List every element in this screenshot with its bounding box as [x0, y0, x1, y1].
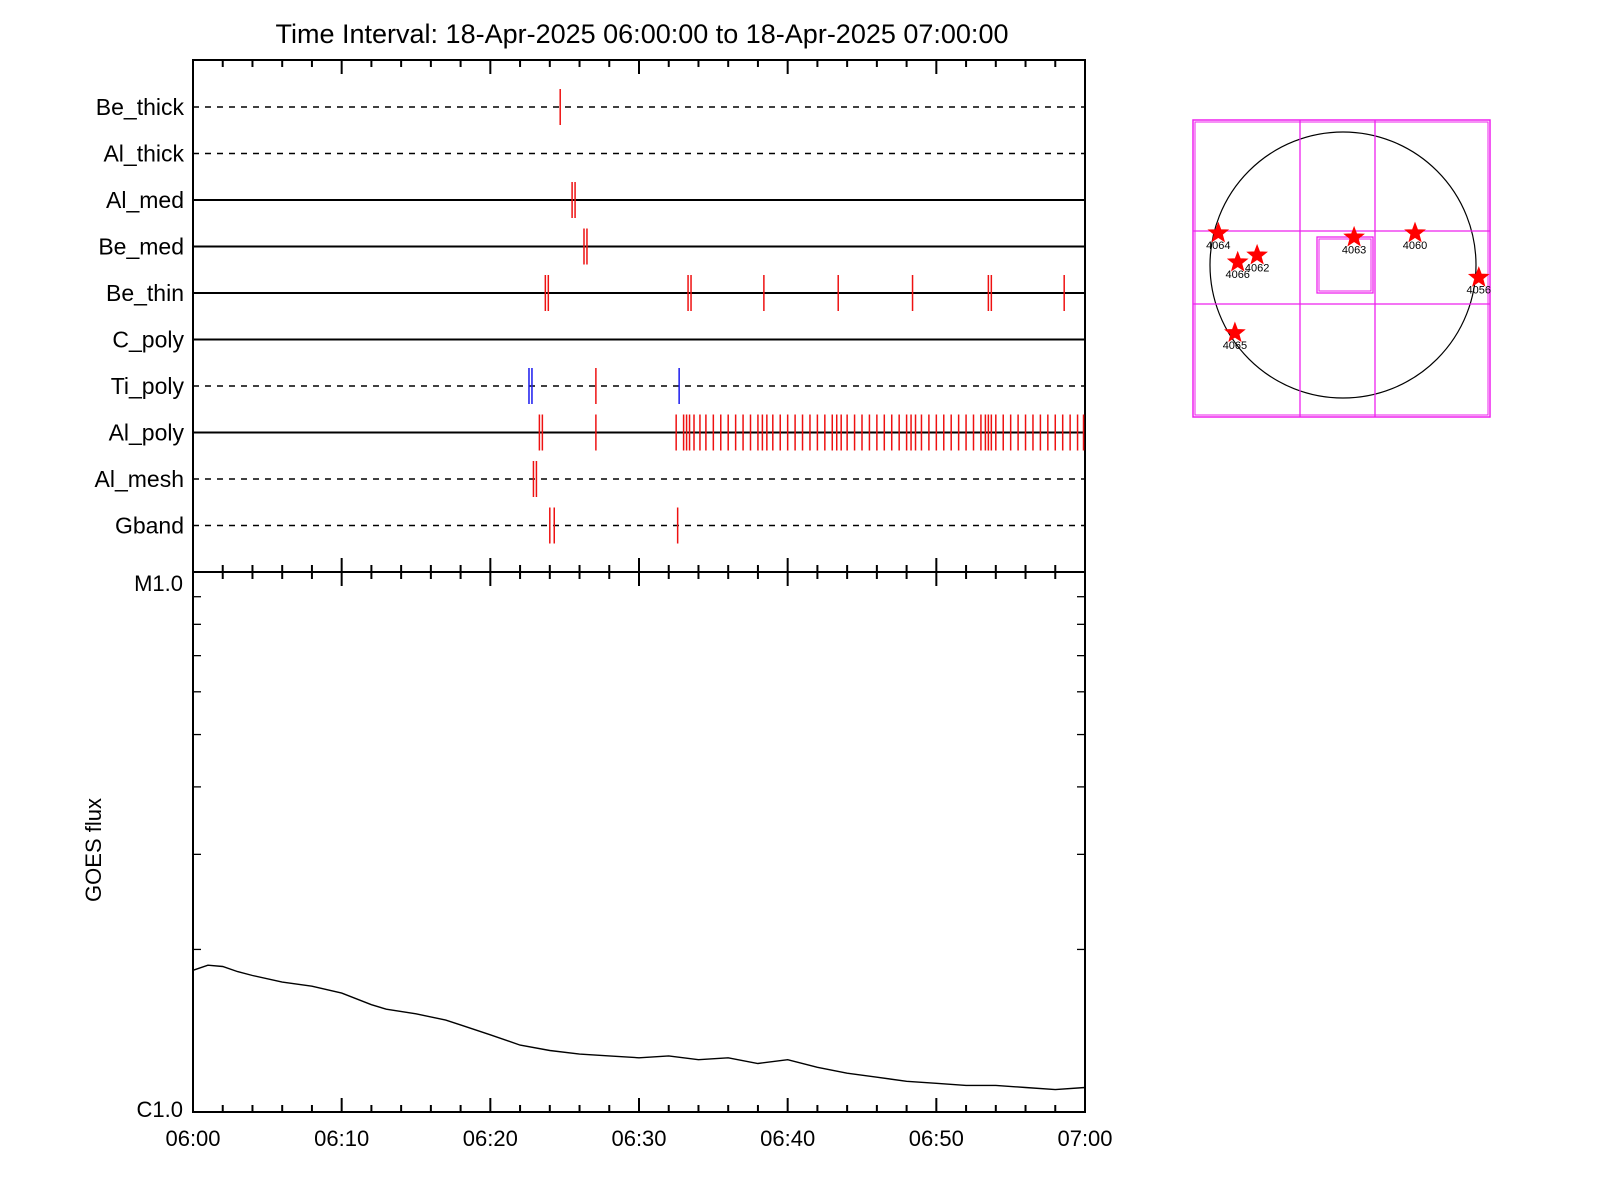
x-tick-label: 06:20 [463, 1126, 518, 1151]
goes-flux-panel: GOES flux M1.0 C1.0 06:00 06:10 06:20 06:30… [81, 571, 1113, 1151]
active-region-label: 4065 [1223, 340, 1247, 352]
row-label: Al_poly [109, 420, 185, 446]
active-region-star-icon [1246, 243, 1268, 265]
active-region-star-icon [1467, 266, 1490, 287]
active-region-label: 4066 [1225, 269, 1249, 281]
row-label: Be_thin [106, 280, 184, 306]
row-label: C_poly [112, 327, 184, 353]
active-region-star-icon [1207, 221, 1230, 243]
row-label: Ti_poly [111, 373, 185, 399]
row-label: Al_med [106, 187, 184, 213]
active-region-label: 4062 [1245, 262, 1269, 274]
row-label: Al_mesh [95, 466, 184, 492]
timeline-frame [192, 59, 1086, 573]
active-region-star-icon [1226, 250, 1249, 272]
active-region-star-icon [1343, 225, 1365, 247]
goes-flux-axis-label: GOES flux [81, 798, 106, 902]
active-region-label: 4064 [1206, 240, 1230, 252]
map-fov-box-inner [1318, 238, 1372, 292]
x-tick-label: 06:10 [314, 1126, 369, 1151]
y-tick-label-top: M1.0 [134, 571, 183, 596]
map-fov-box [1316, 236, 1374, 294]
row-label: Gband [115, 513, 184, 539]
x-tick-label: 06:40 [760, 1126, 815, 1151]
chart-title: Time Interval: 18-Apr-2025 06:00:00 to 1… [276, 19, 1009, 49]
row-label: Al_thick [103, 141, 184, 167]
solar-disk-outline [1209, 131, 1477, 399]
row-label: Be_med [98, 234, 184, 260]
map-inner-box [1194, 121, 1489, 416]
detector-timeline-panel: Be_thick Al_thick Al_med Be_med Be_thin C_pol… [95, 59, 1086, 573]
active-region-label: 4063 [1342, 244, 1366, 256]
active-region-star-icon [1404, 221, 1426, 243]
flux-frame [192, 571, 1086, 1113]
y-tick-label-bottom: C1.0 [137, 1097, 183, 1122]
goes-flux-line [192, 964, 1086, 1091]
x-tick-label: 06:50 [909, 1126, 964, 1151]
active-region-label: 4060 [1403, 240, 1427, 252]
x-tick-label: 07:00 [1057, 1126, 1112, 1151]
active-region-label: 4056 [1467, 284, 1491, 296]
map-outer-box [1192, 119, 1491, 418]
x-tick-label: 06:00 [165, 1126, 220, 1151]
row-label: Be_thick [96, 94, 185, 120]
x-tick-label: 06:30 [611, 1126, 666, 1151]
active-region-star-icon [1224, 321, 1246, 343]
